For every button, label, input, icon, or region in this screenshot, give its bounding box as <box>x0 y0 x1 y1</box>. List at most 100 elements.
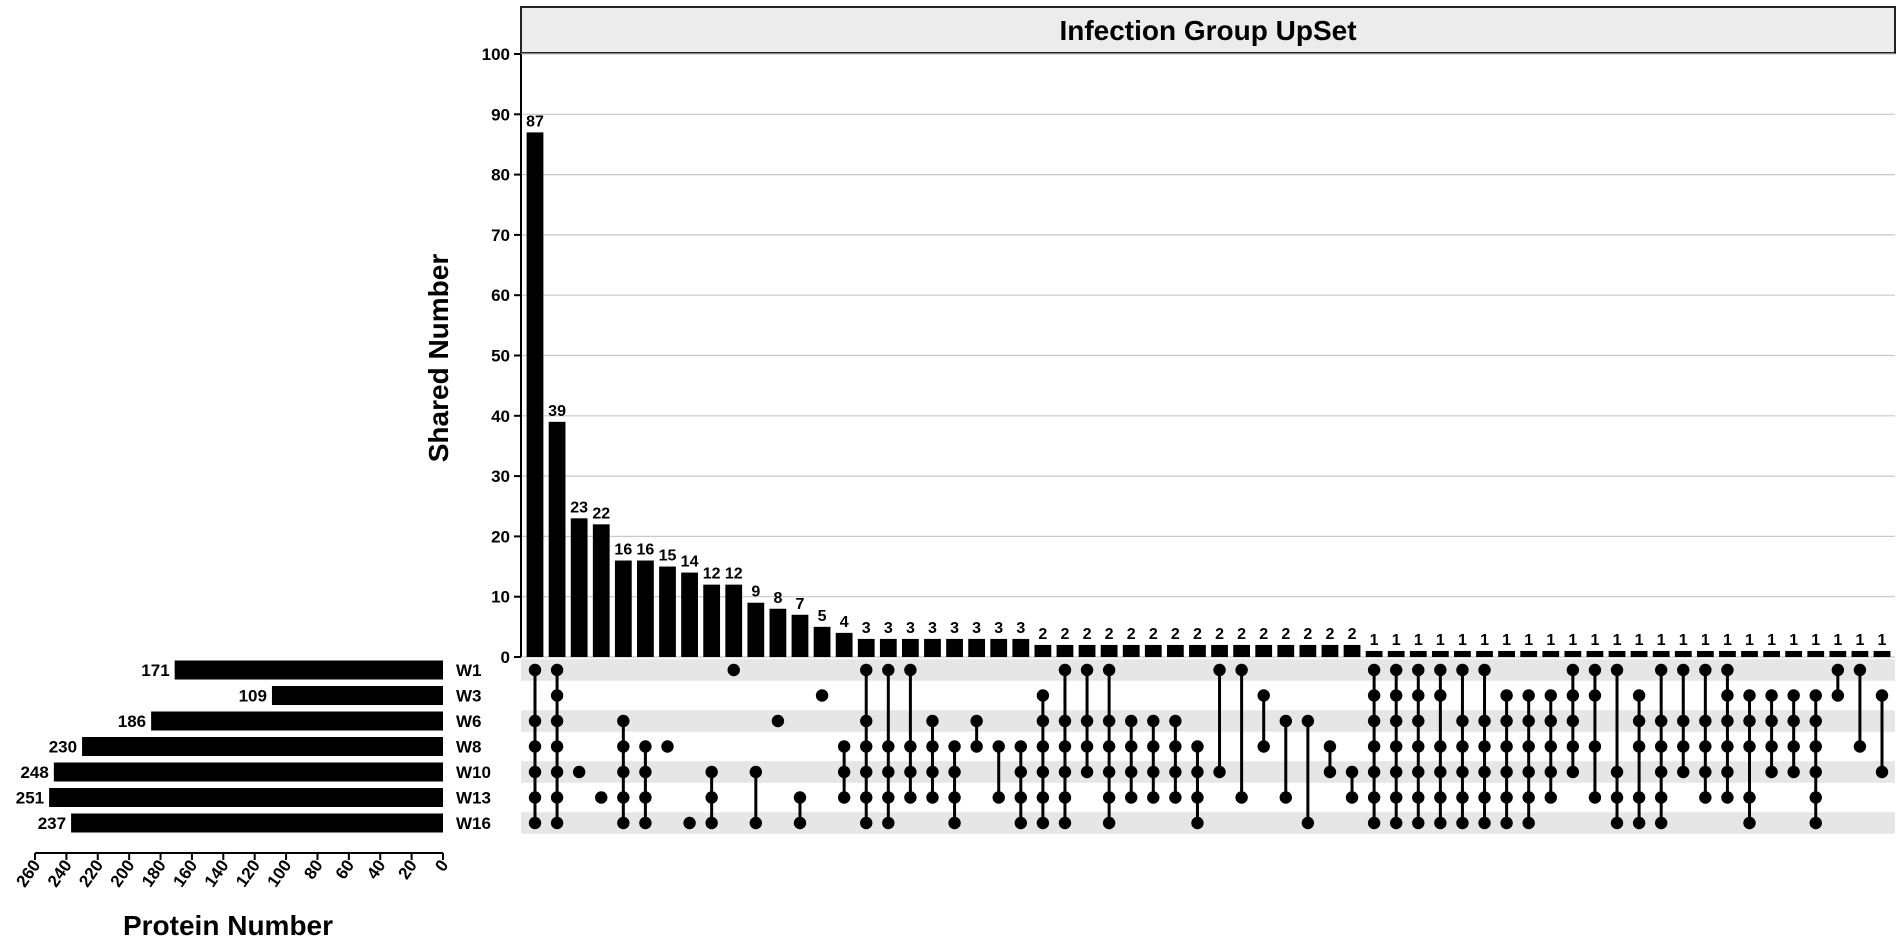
intersection-bar <box>1476 650 1493 657</box>
matrix-dot <box>550 663 564 677</box>
matrix-dot <box>550 689 564 702</box>
matrix-dot <box>528 816 542 830</box>
matrix-dot <box>1699 765 1712 779</box>
matrix-dot <box>1765 714 1778 728</box>
matrix-dot <box>705 791 718 804</box>
matrix-dot <box>837 765 851 779</box>
matrix-dot <box>1654 740 1668 753</box>
matrix-dot <box>1787 765 1800 779</box>
intersection-bar-label: 2 <box>1171 626 1180 643</box>
intersection-bar-label: 1 <box>1370 632 1379 649</box>
matrix-dot <box>1257 689 1270 702</box>
intersection-bar <box>637 560 654 657</box>
intersection-bar-label: 2 <box>1105 626 1114 643</box>
matrix-dot <box>1831 663 1845 677</box>
matrix-dot <box>1478 791 1491 804</box>
intersection-bar-label: 1 <box>1833 632 1842 649</box>
y-tick-label: 60 <box>491 286 510 305</box>
intersection-bar <box>1233 644 1251 657</box>
intersection-bar <box>1520 650 1538 657</box>
intersection-bar <box>769 608 787 657</box>
intersection-bar-label: 1 <box>1613 632 1622 649</box>
matrix-row-band <box>521 786 1895 809</box>
matrix-dot <box>1500 714 1513 728</box>
matrix-dot <box>1147 765 1160 779</box>
intersection-bar-label: 1 <box>1811 632 1820 649</box>
y-tick-label: 10 <box>491 588 510 607</box>
intersection-bar <box>1873 650 1891 657</box>
matrix-dot <box>1301 816 1315 830</box>
set-axis-tick-label: 220 <box>75 856 107 890</box>
matrix-dot <box>1743 714 1756 728</box>
set-name-label: W16 <box>456 814 491 833</box>
y-tick-label: 80 <box>491 166 510 185</box>
matrix-dot <box>1412 765 1425 779</box>
matrix-dot <box>1235 663 1248 677</box>
matrix-dot <box>639 816 652 830</box>
intersection-bar <box>526 132 544 657</box>
intersection-bar-label: 2 <box>1348 626 1357 643</box>
matrix-dot <box>948 791 961 804</box>
intersection-bar <box>1674 650 1692 657</box>
matrix-dot <box>1036 714 1050 728</box>
matrix-dot <box>1191 791 1204 804</box>
matrix-dot <box>1147 740 1160 753</box>
matrix-dot <box>1367 663 1381 677</box>
matrix-dot <box>1389 740 1403 753</box>
intersection-bar <box>1343 644 1361 657</box>
intersection-bar-label: 15 <box>659 548 677 565</box>
intersection-bar <box>1277 644 1295 657</box>
intersection-bar <box>1100 644 1118 657</box>
intersection-bar-label: 1 <box>1789 632 1798 649</box>
matrix-dot <box>1765 765 1778 779</box>
intersection-bar <box>1387 650 1405 657</box>
matrix-dot <box>1367 740 1381 753</box>
y-tick-label: 90 <box>491 105 510 124</box>
intersection-bar-label: 3 <box>928 620 937 637</box>
matrix-dot <box>1389 765 1403 779</box>
matrix-dot <box>882 791 895 804</box>
set-name-label: W1 <box>456 661 482 680</box>
matrix-dot <box>1456 816 1469 830</box>
matrix-dot <box>683 816 696 830</box>
intersection-bar-label: 4 <box>840 614 849 631</box>
matrix-dot <box>1412 740 1425 753</box>
intersection-bar <box>1741 650 1758 657</box>
intersection-bar-label: 2 <box>1193 626 1202 643</box>
matrix-dot <box>1677 765 1690 779</box>
matrix-dot <box>1014 791 1028 804</box>
matrix-dot <box>550 816 564 830</box>
matrix-dot <box>882 740 895 753</box>
intersection-bar-label: 1 <box>1458 632 1467 649</box>
chart-title: Infection Group UpSet <box>1059 15 1356 46</box>
matrix-dot <box>948 765 961 779</box>
intersection-bar <box>1542 650 1560 657</box>
set-name-label: W10 <box>456 763 491 782</box>
set-axis-tick-label: 140 <box>201 856 233 890</box>
matrix-dot <box>1102 714 1116 728</box>
intersection-bar <box>592 524 610 657</box>
set-axis-tick-label: 80 <box>300 856 326 882</box>
matrix-dot <box>1743 816 1756 830</box>
matrix-dot <box>837 791 851 804</box>
intersection-bar <box>1652 650 1670 657</box>
matrix-dot <box>1213 663 1226 677</box>
intersection-bar-label: 1 <box>1524 632 1533 649</box>
intersection-bar <box>1564 650 1582 657</box>
matrix-dot <box>1787 689 1800 702</box>
matrix-dot <box>1412 714 1425 728</box>
matrix-dot <box>1610 765 1624 779</box>
matrix-dot <box>1434 740 1447 753</box>
intersection-bar <box>1365 650 1383 657</box>
intersection-bar <box>1299 644 1317 657</box>
y-tick-label: 70 <box>491 226 510 245</box>
matrix-dot <box>1102 765 1116 779</box>
set-size-bar <box>53 762 443 782</box>
matrix-dot <box>1036 689 1050 702</box>
matrix-dot <box>1058 714 1072 728</box>
matrix-dot <box>1699 714 1712 728</box>
matrix-dot <box>1014 765 1028 779</box>
intersection-bar <box>747 602 765 657</box>
matrix-dot <box>1389 816 1403 830</box>
matrix-dot <box>992 791 1005 804</box>
